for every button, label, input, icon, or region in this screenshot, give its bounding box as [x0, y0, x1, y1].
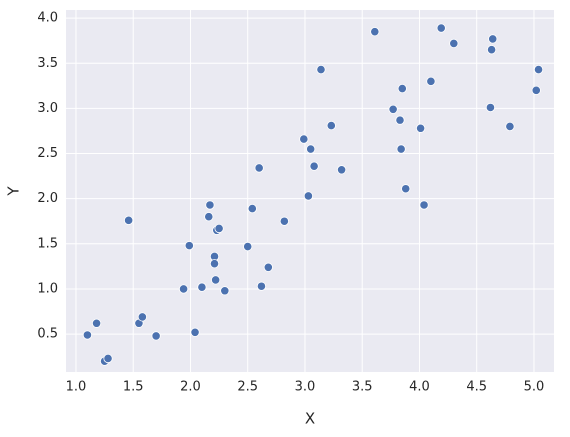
y-tick-label: 1.0 [37, 281, 58, 296]
point [263, 262, 273, 272]
x-axis-label: X [305, 410, 315, 428]
point [82, 330, 93, 340]
point [396, 144, 406, 154]
point [137, 312, 147, 322]
x-tick-label: 2.5 [237, 380, 258, 395]
point [485, 102, 496, 113]
point [326, 120, 336, 131]
point [299, 134, 309, 144]
point [486, 45, 497, 55]
point [505, 121, 515, 132]
y-tick-label: 2.5 [37, 146, 58, 161]
y-tick-label: 3.5 [37, 56, 58, 71]
y-tick-label: 2.0 [37, 191, 58, 206]
point [247, 204, 257, 214]
x-tick-label: 1.0 [66, 380, 87, 395]
y-tick-label: 1.5 [37, 236, 58, 251]
y-tick-label: 4.0 [37, 11, 58, 26]
point [531, 85, 541, 95]
y-tick-label: 3.0 [37, 101, 58, 116]
y-axis-label: Y [5, 186, 23, 197]
point [370, 27, 380, 37]
x-tick-label: 2.0 [180, 380, 201, 395]
point [124, 215, 134, 225]
x-tick-label: 5.0 [524, 380, 545, 395]
point [426, 76, 436, 86]
x-tick-label: 1.5 [123, 380, 144, 395]
point [256, 281, 267, 291]
point [279, 216, 289, 226]
point [211, 275, 221, 285]
point [488, 34, 498, 44]
x-tick-label: 3.0 [295, 380, 316, 395]
point [178, 284, 189, 294]
point [197, 282, 207, 292]
point [416, 123, 426, 133]
y-tick-label: 0.5 [37, 327, 58, 342]
point [309, 161, 319, 171]
point [184, 241, 194, 251]
point [303, 191, 313, 201]
point [243, 241, 253, 252]
point [388, 104, 398, 114]
point [401, 184, 411, 194]
point [436, 23, 446, 33]
x-tick-label: 3.5 [352, 380, 373, 395]
point [395, 115, 405, 125]
point [306, 144, 316, 154]
plot-area [66, 10, 554, 372]
x-tick-label: 4.5 [466, 380, 487, 395]
point [316, 64, 326, 75]
point [254, 163, 264, 173]
point [419, 200, 429, 210]
point [103, 353, 113, 364]
point [205, 200, 215, 210]
point [220, 286, 230, 296]
point [204, 212, 214, 222]
point [190, 327, 200, 337]
point [214, 223, 224, 234]
x-tick-label: 4.0 [409, 380, 430, 395]
point [151, 331, 161, 341]
point [337, 165, 347, 175]
point [91, 318, 102, 328]
point [449, 38, 459, 49]
point [209, 259, 220, 269]
point [533, 64, 544, 75]
point [397, 83, 407, 94]
